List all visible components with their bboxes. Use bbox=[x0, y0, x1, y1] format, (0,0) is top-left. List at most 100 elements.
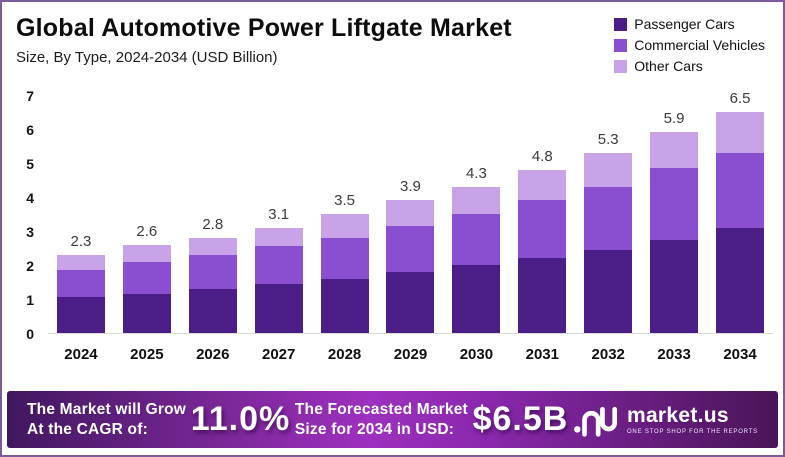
bar-segment-commercial-vehicles-2030 bbox=[452, 214, 501, 265]
x-label-2024: 2024 bbox=[64, 346, 98, 363]
brand-text: market.us ONE STOP SHOP FOR THE REPORTS bbox=[627, 405, 758, 435]
bar-total-label-2024: 2.3 bbox=[70, 232, 92, 250]
forecast-value: $6.5B bbox=[472, 400, 569, 438]
legend-label: Passenger Cars bbox=[634, 16, 735, 32]
page-title: Global Automotive Power Liftgate Market bbox=[16, 14, 512, 42]
bar-total-label-2032: 5.3 bbox=[597, 130, 619, 148]
y-tick-5: 5 bbox=[26, 156, 34, 172]
legend-item-other-cars: Other Cars bbox=[614, 58, 765, 74]
y-tick-2: 2 bbox=[26, 258, 34, 274]
bar-segment-other-cars-2028 bbox=[320, 214, 369, 238]
cagr-banner: The Market will Grow At the CAGR of: 11.… bbox=[7, 391, 778, 448]
x-label-2033: 2033 bbox=[657, 346, 691, 363]
bar-segment-passenger-cars-2027 bbox=[254, 283, 303, 333]
bar-2033: 5.9 bbox=[650, 110, 699, 333]
bar-total-label-2029: 3.9 bbox=[400, 178, 421, 196]
bar-2032: 5.3 bbox=[584, 130, 633, 333]
bar-2024: 2.3 bbox=[56, 232, 105, 333]
bar-segment-passenger-cars-2026 bbox=[188, 288, 237, 333]
bar-total-label-2027: 3.1 bbox=[268, 205, 290, 223]
bar-total-label-2028: 3.5 bbox=[334, 192, 355, 210]
x-label-2027: 2027 bbox=[261, 346, 296, 363]
x-axis-labels: 2024 2025 2026 2027 2028 2029 2030 2031 2032 2033… bbox=[48, 334, 773, 363]
bar-segment-other-cars-2034 bbox=[716, 112, 765, 153]
bar-2031: 4.8 bbox=[518, 148, 567, 333]
bar-total-label-2034: 6.5 bbox=[729, 90, 751, 108]
plot-area: 2.3 2.6 2.8 3.1 3.5 3.9 4.3 4.8 5.3 5.9 6.5 bbox=[48, 90, 773, 334]
bar-segment-commercial-vehicles-2028 bbox=[320, 237, 369, 279]
plot-wrap: 2.3 2.6 2.8 3.1 3.5 3.9 4.3 4.8 5.3 5.9 6.5 2024 20… bbox=[48, 90, 773, 363]
bar-2034: 6.5 bbox=[716, 90, 765, 333]
bar-segment-commercial-vehicles-2032 bbox=[584, 186, 633, 250]
legend-item-passenger-cars: Passenger Cars bbox=[614, 16, 765, 32]
cagr-value: 11.0% bbox=[190, 400, 291, 438]
bar-segment-other-cars-2025 bbox=[122, 244, 171, 262]
bar-2026: 2.8 bbox=[188, 215, 237, 333]
forecast-label-line2: Size for 2034 in USD: bbox=[294, 420, 455, 438]
bar-2027: 3.1 bbox=[254, 205, 303, 333]
cagr-label: The Market will Grow At the CAGR of: bbox=[27, 400, 186, 439]
bar-segment-commercial-vehicles-2027 bbox=[254, 246, 303, 284]
stacked-bar-chart: 0 1 2 3 4 5 6 7 2.3 2.6 2.8 3.1 3.5 3.9 4.3 4.8 5.3 5.9 6… bbox=[2, 88, 783, 363]
x-label-2026: 2026 bbox=[196, 346, 230, 363]
bar-segment-commercial-vehicles-2025 bbox=[122, 261, 171, 294]
bar-segment-passenger-cars-2024 bbox=[56, 297, 105, 333]
bar-segment-passenger-cars-2033 bbox=[650, 239, 699, 333]
bar-segment-passenger-cars-2029 bbox=[386, 271, 435, 333]
legend: Passenger Cars Commercial Vehicles Other… bbox=[614, 14, 769, 74]
legend-label: Commercial Vehicles bbox=[634, 37, 765, 53]
bar-total-label-2025: 2.6 bbox=[136, 222, 158, 240]
x-label-2031: 2031 bbox=[525, 346, 559, 363]
forecast-label-line1: The Forecasted Market bbox=[294, 401, 468, 419]
bar-segment-commercial-vehicles-2033 bbox=[650, 168, 699, 240]
y-tick-6: 6 bbox=[26, 122, 34, 138]
cagr-label-line2: At the CAGR of: bbox=[27, 420, 148, 438]
x-label-2032: 2032 bbox=[591, 346, 625, 363]
cagr-label-line1: The Market will Grow bbox=[27, 401, 187, 419]
brand-name: market.us bbox=[626, 403, 729, 427]
bar-segment-other-cars-2029 bbox=[386, 200, 435, 226]
legend-swatch-other-cars bbox=[614, 59, 628, 73]
header: Global Automotive Power Liftgate Market … bbox=[2, 2, 783, 74]
bar-total-label-2030: 4.3 bbox=[465, 164, 487, 182]
x-label-2034: 2034 bbox=[723, 346, 757, 363]
bar-segment-passenger-cars-2025 bbox=[122, 293, 171, 333]
bar-segment-other-cars-2033 bbox=[650, 132, 699, 169]
page-subtitle: Size, By Type, 2024-2034 (USD Billion) bbox=[16, 49, 278, 66]
bar-total-label-2026: 2.8 bbox=[202, 215, 224, 233]
bar-2028: 3.5 bbox=[320, 192, 369, 333]
market-us-logo: market.us ONE STOP SHOP FOR THE REPORTS bbox=[573, 402, 758, 438]
bar-segment-commercial-vehicles-2029 bbox=[386, 225, 435, 272]
y-tick-0: 0 bbox=[26, 326, 34, 342]
brand-tagline: ONE STOP SHOP FOR THE REPORTS bbox=[626, 428, 758, 435]
bar-segment-other-cars-2026 bbox=[188, 237, 237, 255]
bar-segment-passenger-cars-2028 bbox=[320, 278, 369, 333]
bar-segment-passenger-cars-2030 bbox=[452, 265, 501, 333]
bar-total-label-2033: 5.9 bbox=[663, 110, 685, 128]
x-label-2028: 2028 bbox=[327, 346, 362, 363]
bar-segment-passenger-cars-2032 bbox=[584, 249, 633, 333]
y-tick-7: 7 bbox=[26, 88, 34, 104]
bar-2030: 4.3 bbox=[452, 164, 501, 333]
y-tick-3: 3 bbox=[26, 224, 34, 240]
x-label-2025: 2025 bbox=[130, 346, 164, 363]
bar-segment-commercial-vehicles-2034 bbox=[716, 152, 765, 228]
bar-segment-other-cars-2031 bbox=[518, 169, 567, 201]
y-tick-4: 4 bbox=[26, 190, 34, 206]
legend-swatch-commercial-vehicles bbox=[614, 38, 628, 52]
bar-segment-commercial-vehicles-2031 bbox=[518, 200, 567, 259]
title-block: Global Automotive Power Liftgate Market … bbox=[16, 14, 512, 74]
bar-segment-passenger-cars-2031 bbox=[518, 258, 567, 333]
bar-segment-passenger-cars-2034 bbox=[716, 227, 765, 333]
bar-segment-other-cars-2027 bbox=[254, 227, 303, 247]
legend-label: Other Cars bbox=[634, 58, 703, 74]
bar-segment-other-cars-2032 bbox=[584, 152, 633, 187]
bar-segment-commercial-vehicles-2024 bbox=[56, 270, 105, 298]
bar-2029: 3.9 bbox=[386, 178, 435, 333]
bar-segment-commercial-vehicles-2026 bbox=[188, 254, 237, 289]
y-tick-1: 1 bbox=[26, 292, 34, 308]
bar-segment-other-cars-2024 bbox=[56, 254, 105, 271]
market-us-logo-icon bbox=[574, 406, 617, 437]
bar-2025: 2.6 bbox=[122, 222, 171, 333]
